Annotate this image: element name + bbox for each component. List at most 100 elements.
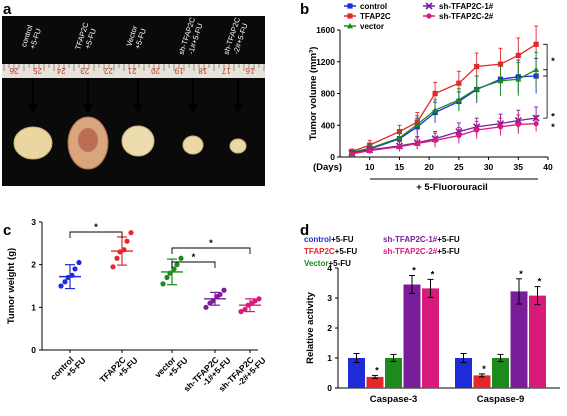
data-point: [167, 270, 173, 276]
data-point: [252, 298, 258, 304]
data-point: [174, 262, 180, 268]
ruler-numbers: 26 25 24 23 22 21 20 19 18 17 16: [9, 66, 254, 75]
data-point: [432, 90, 438, 97]
bar: [422, 288, 439, 388]
bar: [529, 295, 546, 388]
series-line: [351, 75, 537, 153]
bar: [403, 284, 421, 388]
data-point: [396, 129, 403, 135]
legend-label: control: [360, 2, 387, 11]
legend-label: vector: [360, 22, 384, 31]
y-tick-label: 0: [330, 152, 335, 162]
y-tick-label: 2: [327, 323, 332, 333]
photo-arrow-head: [28, 104, 38, 114]
data-point: [533, 121, 539, 127]
legend-name: sh-TFAP2C-2#: [383, 247, 438, 256]
legend-marker: [426, 13, 432, 19]
sig-star: *: [375, 365, 379, 376]
data-point: [65, 274, 71, 281]
legend-marker: [425, 2, 433, 10]
y-tick-label: 3: [31, 217, 36, 227]
legend-name: sh-TFAP2C-1#: [383, 235, 438, 244]
data-point: [164, 274, 170, 281]
photo-arrow-head: [133, 104, 143, 114]
legend-name: control: [304, 235, 331, 244]
panel-c-letter: c: [3, 222, 11, 239]
data-point: [432, 137, 438, 143]
legend-marker: [347, 13, 353, 19]
data-point: [349, 151, 355, 157]
sig-star: *: [551, 56, 555, 67]
x-axis-label: (Days): [313, 162, 342, 173]
photo-arrow-head: [188, 104, 198, 114]
y-tick-label: 4: [327, 263, 332, 273]
data-point: [256, 296, 262, 302]
sig-star: *: [94, 222, 98, 233]
sig-star: *: [519, 269, 523, 280]
data-point: [178, 255, 184, 261]
ruler-number: 20: [151, 66, 160, 75]
data-point: [515, 76, 522, 82]
ruler-number: 23: [80, 66, 89, 75]
legend-entry: Vector+5-FU: [304, 259, 351, 268]
y-axis-label: Relative activity: [305, 291, 316, 364]
data-point: [474, 63, 480, 70]
data-point: [414, 140, 420, 147]
data-point: [474, 127, 480, 133]
data-point: [110, 264, 116, 270]
data-point: [121, 247, 127, 253]
y-tick-label: 1200: [316, 57, 335, 67]
bar: [455, 358, 472, 388]
series-line: [351, 69, 537, 153]
data-point: [533, 41, 539, 47]
ruler-number: 17: [221, 66, 230, 75]
x-tick-label-group: TFAP2C+5-FU: [98, 355, 140, 385]
ruler-ticks: [3, 64, 265, 71]
data-point: [160, 281, 166, 287]
data-point: [497, 61, 504, 67]
data-point: [533, 66, 540, 73]
bar: [492, 358, 509, 388]
legend-suffix: +5-FU: [437, 247, 460, 256]
x-tick-label: 20: [424, 162, 434, 172]
ruler-number: 16: [245, 66, 254, 75]
sig-star: *: [551, 122, 555, 133]
legend-suffix: +5-FU: [328, 259, 351, 268]
data-point: [515, 121, 521, 128]
data-point: [432, 106, 439, 113]
legend-suffix: +5-FU: [335, 247, 358, 256]
tumor-sh2: [229, 138, 247, 154]
ruler-number: 25: [33, 66, 42, 75]
ruler-number: 26: [9, 66, 18, 75]
x-tick-label: 25: [454, 162, 464, 172]
panel-a-photo: 26 25 24 23 22 21 20 19 18 17 16 control+5-FU TFAP2…: [2, 16, 265, 186]
data-point: [455, 96, 462, 103]
sig-star: *: [209, 238, 213, 249]
chart-c: 0 1 2 3 Tumor weight (g) control+5-FU TFAP2C+5…: [6, 217, 268, 394]
sig-bracket: [171, 247, 251, 254]
data-point: [124, 238, 130, 244]
bar: [366, 376, 384, 388]
legend-label: sh-TFAP2C-2#: [439, 12, 494, 21]
y-tick-label: 1: [31, 302, 36, 312]
ruler-number: 21: [127, 66, 136, 75]
data-point: [367, 148, 373, 154]
legend-name: Vector: [304, 259, 328, 268]
y-tick-label: 0: [31, 345, 36, 355]
bar: [473, 375, 491, 388]
data-point: [128, 230, 134, 236]
legend-entry: sh-TFAP2C-2#+5-FU: [383, 247, 460, 256]
legend-marker: [347, 22, 353, 29]
x-category-label: Caspase-3: [370, 394, 418, 405]
tumor-sh1: [182, 135, 204, 155]
photo-arrows: [28, 78, 243, 114]
sig-star: *: [482, 364, 486, 375]
data-point: [515, 52, 521, 58]
data-point: [203, 304, 209, 310]
series-line: [351, 43, 537, 153]
sig-star: *: [551, 112, 555, 123]
data-point: [473, 85, 480, 92]
y-axis-label: Tumor volume (mm³): [308, 47, 319, 141]
legend-entry: TFAP2C+5-FU: [304, 247, 357, 256]
data-point: [69, 272, 75, 278]
